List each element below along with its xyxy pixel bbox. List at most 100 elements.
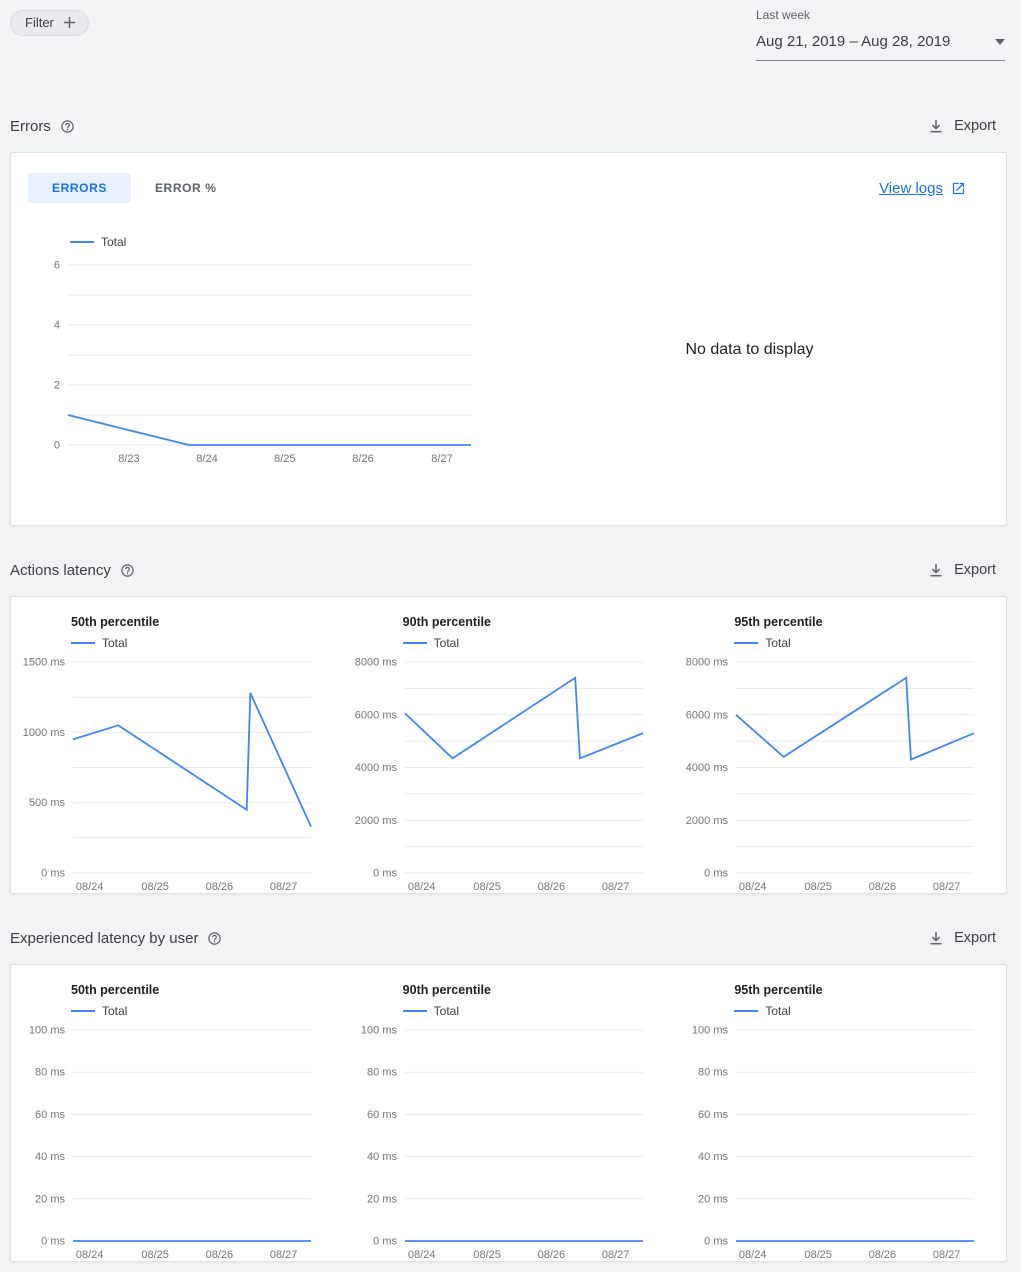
- svg-text:08/24: 08/24: [408, 1249, 436, 1261]
- export-errors-button[interactable]: Export: [928, 118, 996, 134]
- svg-text:100 ms: 100 ms: [692, 1025, 729, 1037]
- errors-chart-block: Total 0 2 4 6 8/23 8/24 8/25 8/26 8/27: [13, 235, 493, 476]
- svg-text:08/26: 08/26: [537, 1249, 565, 1261]
- filter-chip-label: Filter: [25, 15, 54, 30]
- svg-text:1500 ms: 1500 ms: [23, 657, 66, 669]
- svg-text:0 ms: 0 ms: [373, 1236, 397, 1248]
- svg-text:8/25: 8/25: [274, 453, 295, 465]
- svg-text:40 ms: 40 ms: [698, 1151, 728, 1163]
- chart-legend: Total: [402, 1004, 675, 1018]
- svg-text:60 ms: 60 ms: [367, 1109, 397, 1121]
- help-icon[interactable]: [60, 119, 75, 134]
- errors-chart: 0 2 4 6 8/23 8/24 8/25 8/26 8/27: [13, 259, 493, 476]
- experienced-latency-section-header: Experienced latency by user Export: [10, 928, 996, 948]
- download-icon: [928, 562, 944, 578]
- chart-title: 90th percentile: [402, 615, 491, 629]
- chart-title: 95th percentile: [734, 983, 823, 997]
- svg-text:08/24: 08/24: [76, 881, 104, 893]
- svg-text:2000 ms: 2000 ms: [686, 815, 729, 827]
- svg-text:0 ms: 0 ms: [705, 868, 729, 880]
- legend-label: Total: [765, 1004, 791, 1018]
- actions-latency-section-header: Actions latency Export: [10, 560, 996, 580]
- svg-text:08/27: 08/27: [933, 881, 961, 893]
- no-data-area: No data to display: [493, 235, 1006, 465]
- svg-text:8/23: 8/23: [118, 453, 139, 465]
- chart-title: 50th percentile: [71, 983, 160, 997]
- chart-legend: Total: [71, 1004, 343, 1018]
- legend-label: Total: [433, 1004, 460, 1018]
- svg-text:8000 ms: 8000 ms: [354, 657, 397, 669]
- svg-text:100 ms: 100 ms: [29, 1025, 66, 1037]
- experienced-latency-section-title: Experienced latency by user: [10, 929, 199, 947]
- dropdown-arrow-icon: [995, 38, 1005, 45]
- legend-label: Total: [765, 636, 791, 650]
- legend-label: Total: [102, 1004, 128, 1018]
- filter-chip[interactable]: Filter: [10, 10, 89, 36]
- svg-text:08/25: 08/25: [473, 881, 501, 893]
- svg-text:20 ms: 20 ms: [35, 1193, 65, 1205]
- user-p95-block: 95th percentile Total 0 ms 20 ms 40 ms 60 m…: [674, 977, 1006, 1261]
- svg-text:80 ms: 80 ms: [698, 1067, 728, 1079]
- user-p90-block: 90th percentile Total 0 ms 20 ms 40 ms 60 m…: [343, 977, 675, 1261]
- experienced-latency-card: 50th percentile Total 0 ms 20 ms 40 ms 60 m…: [10, 964, 1007, 1262]
- svg-text:80 ms: 80 ms: [367, 1067, 397, 1079]
- export-experienced-latency-label: Export: [954, 930, 996, 946]
- actions-p50-block: 50th percentile Total 0 ms 500 ms 1000 ms 1…: [11, 609, 343, 893]
- actions-p95-chart: 0 ms 2000 ms 4000 ms 6000 ms 8000 ms 08/24 08/…: [674, 656, 1006, 904]
- legend-line-swatch: [402, 1010, 427, 1012]
- svg-text:100 ms: 100 ms: [361, 1025, 398, 1037]
- svg-text:8/27: 8/27: [431, 453, 452, 465]
- export-experienced-latency-button[interactable]: Export: [928, 930, 996, 946]
- svg-text:08/24: 08/24: [739, 881, 767, 893]
- actions-latency-card: 50th percentile Total 0 ms 500 ms 1000 ms 1…: [10, 596, 1007, 894]
- help-icon[interactable]: [207, 931, 222, 946]
- export-actions-latency-button[interactable]: Export: [928, 562, 996, 578]
- svg-text:08/26: 08/26: [869, 1249, 897, 1261]
- help-icon[interactable]: [120, 563, 135, 578]
- svg-text:08/27: 08/27: [270, 881, 298, 893]
- svg-text:0 ms: 0 ms: [373, 868, 397, 880]
- date-range-picker[interactable]: Last week Aug 21, 2019 – Aug 28, 2019: [756, 8, 1005, 61]
- tab-error-percent[interactable]: ERROR %: [154, 181, 217, 195]
- svg-text:08/25: 08/25: [141, 1249, 169, 1261]
- actions-p50-chart: 0 ms 500 ms 1000 ms 1500 ms 08/24 08/25 08/26 0…: [11, 656, 343, 904]
- legend-line-swatch: [71, 642, 95, 644]
- legend-label: Total: [101, 235, 127, 249]
- svg-text:60 ms: 60 ms: [698, 1109, 728, 1121]
- errors-tabs: ERRORS ERROR % View logs: [11, 153, 1006, 203]
- errors-section-header: Errors Export: [10, 116, 996, 136]
- svg-text:1000 ms: 1000 ms: [23, 727, 66, 739]
- chart-legend: Total: [402, 636, 675, 650]
- svg-text:40 ms: 40 ms: [35, 1151, 65, 1163]
- svg-text:08/25: 08/25: [473, 1249, 501, 1261]
- svg-text:2000 ms: 2000 ms: [354, 815, 397, 827]
- svg-text:500 ms: 500 ms: [29, 797, 66, 809]
- user-p95-chart: 0 ms 20 ms 40 ms 60 ms 80 ms 100 ms 08/24 08/25…: [674, 1024, 1006, 1272]
- chart-title: 50th percentile: [71, 615, 160, 629]
- svg-text:6: 6: [54, 260, 60, 272]
- svg-text:08/24: 08/24: [739, 1249, 767, 1261]
- download-icon: [928, 930, 944, 946]
- legend-line-swatch: [734, 1010, 759, 1012]
- svg-text:08/27: 08/27: [602, 1249, 630, 1261]
- svg-text:08/27: 08/27: [933, 1249, 961, 1261]
- date-range-preset-label: Last week: [756, 8, 811, 22]
- svg-text:08/26: 08/26: [869, 881, 897, 893]
- view-logs-link[interactable]: View logs: [879, 180, 966, 197]
- legend-line-swatch: [734, 642, 759, 644]
- legend-line-swatch: [71, 1010, 95, 1012]
- svg-text:6000 ms: 6000 ms: [686, 709, 729, 721]
- svg-text:08/24: 08/24: [76, 1249, 104, 1261]
- actions-p90-chart: 0 ms 2000 ms 4000 ms 6000 ms 8000 ms 08/24 08/…: [343, 656, 675, 904]
- svg-text:08/24: 08/24: [408, 881, 436, 893]
- svg-text:80 ms: 80 ms: [35, 1067, 65, 1079]
- download-icon: [928, 118, 944, 134]
- errors-chart-legend: Total: [70, 235, 493, 249]
- no-data-message: No data to display: [685, 341, 814, 358]
- user-p50-chart: 0 ms 20 ms 40 ms 60 ms 80 ms 100 ms 08/24 08/25…: [11, 1024, 343, 1272]
- legend-label: Total: [433, 636, 460, 650]
- svg-text:0 ms: 0 ms: [41, 1236, 65, 1248]
- add-filter-icon: [63, 16, 76, 29]
- tab-errors[interactable]: ERRORS: [28, 173, 131, 203]
